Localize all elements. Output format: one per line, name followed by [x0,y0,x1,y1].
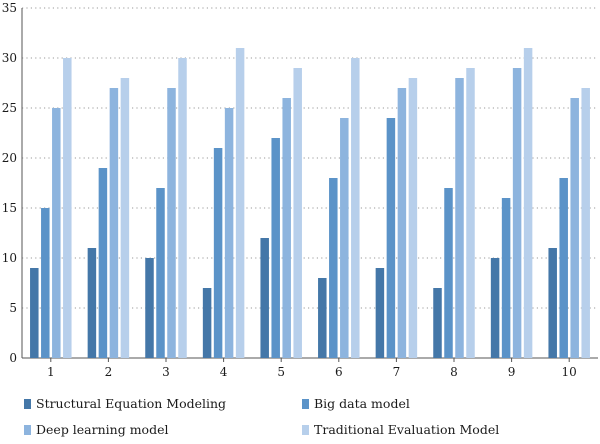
bar-2-3 [156,188,165,358]
x-tick-label: 6 [335,365,343,379]
bar-4-1 [63,58,72,358]
bar-3-7 [397,88,407,358]
bar-3-10 [570,98,579,358]
legend-label-4: Traditional Evaluation Model [314,422,499,437]
bar-2-6 [329,178,338,358]
bar-4-7 [408,78,418,358]
legend-swatch-2 [302,399,309,409]
y-tick-label: 5 [9,301,17,315]
bar-1-5 [260,238,269,358]
bar-4-10 [581,88,590,358]
bar-1-8 [433,288,442,358]
bar-2-1 [41,208,50,358]
y-tick-label: 15 [2,201,17,215]
bar-3-3 [167,88,176,358]
bar-1-10 [548,248,557,358]
legend-label-1: Structural Equation Modeling [36,396,226,411]
y-tick-label: 25 [2,101,17,115]
bar-3-6 [340,118,349,358]
bar-1-7 [375,268,385,358]
bar-1-3 [145,258,154,358]
y-tick-label: 20 [2,151,17,165]
legend-label-2: Big data model [314,396,410,411]
y-tick-label: 30 [2,51,17,65]
y-tick-label: 10 [2,251,17,265]
x-tick-label: 8 [450,365,458,379]
bar-4-6 [351,58,360,358]
bar-1-2 [87,248,97,358]
bar-1-4 [202,288,212,358]
bars [30,48,590,358]
bar-2-10 [559,178,568,358]
bar-4-2 [120,78,130,358]
bar-3-4 [224,108,234,358]
x-tick-label: 3 [162,365,170,379]
bar-1-1 [30,268,39,358]
bar-3-2 [109,88,119,358]
bar-2-9 [501,198,511,358]
x-tick-label: 4 [220,365,228,379]
x-tick-label: 1 [47,365,55,379]
bar-1-9 [490,258,500,358]
bar-2-5 [271,138,280,358]
legend-swatch-3 [24,425,31,435]
x-tick-label: 9 [508,365,516,379]
grid-lines [22,7,598,309]
bar-4-8 [466,68,475,358]
tick-labels: 0 5 10 15 20 25 30 35 1 2 3 4 5 6 7 8 9 10 [2,1,577,379]
bar-4-5 [293,68,302,358]
bar-3-1 [52,108,61,358]
x-tick-label: 2 [105,365,113,379]
bar-4-3 [178,58,187,358]
bar-2-8 [444,188,453,358]
x-tick-label: 10 [562,365,577,379]
bar-3-8 [455,78,464,358]
bar-4-9 [523,48,533,358]
y-tick-label: 35 [2,1,17,15]
legend-swatch-1 [24,399,31,409]
bar-2-4 [213,148,223,358]
bar-4-4 [235,48,245,358]
axes [21,8,598,362]
bar-3-9 [512,68,522,358]
y-tick-label: 0 [9,351,17,365]
x-tick-label: 5 [277,365,285,379]
x-tick-label: 7 [393,365,401,379]
bar-1-6 [318,278,327,358]
legend-label-3: Deep learning model [36,422,168,437]
bar-2-2 [98,168,108,358]
bar-2-7 [386,118,396,358]
legend: Structural Equation Modeling Big data mod… [24,396,499,437]
bar-3-5 [282,98,291,358]
legend-swatch-4 [302,425,309,435]
